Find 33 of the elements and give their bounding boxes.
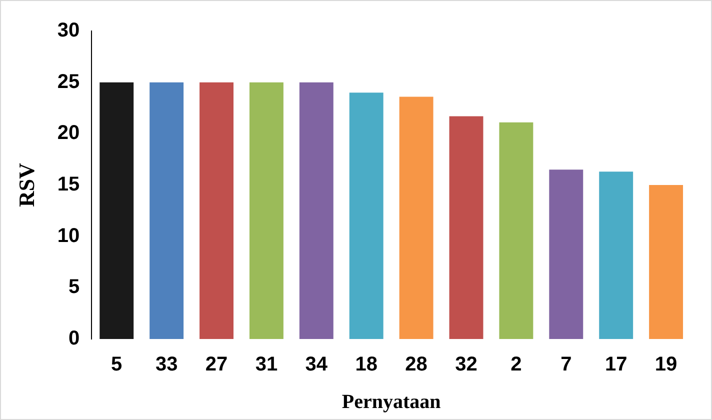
bar xyxy=(549,170,584,339)
y-tick-label: 25 xyxy=(57,70,80,93)
x-tick-label: 2 xyxy=(510,354,522,376)
bar xyxy=(349,92,384,339)
x-tick-label: 18 xyxy=(355,354,378,376)
bar xyxy=(499,122,534,339)
y-tick-label: 20 xyxy=(57,122,80,144)
y-axis-title: RSV xyxy=(14,162,39,208)
y-tick-label: 30 xyxy=(57,20,80,42)
bar xyxy=(150,82,184,339)
bar xyxy=(249,82,284,339)
x-tick-label: 28 xyxy=(405,354,428,376)
bar xyxy=(599,172,634,339)
y-tick-label: 0 xyxy=(68,328,80,350)
bar xyxy=(449,116,484,339)
x-tick-label: 32 xyxy=(455,354,478,376)
y-tick-label: 15 xyxy=(57,174,80,196)
bar xyxy=(649,185,684,339)
x-tick-label: 31 xyxy=(255,354,278,376)
x-tick-label: 34 xyxy=(305,354,328,376)
bar xyxy=(100,82,134,339)
y-tick-label: 5 xyxy=(68,276,80,298)
x-axis-title: Pernyataan xyxy=(342,391,441,414)
x-tick-label: 27 xyxy=(205,354,228,376)
bar xyxy=(399,96,434,339)
bar xyxy=(299,82,334,339)
bar xyxy=(200,82,234,339)
x-tick-label: 17 xyxy=(604,354,628,376)
x-tick-label: 5 xyxy=(111,354,122,376)
x-tick-label: 7 xyxy=(560,354,572,376)
x-tick-label: 19 xyxy=(654,354,678,376)
y-tick-label: 10 xyxy=(57,224,80,247)
x-tick-label: 33 xyxy=(155,354,178,376)
